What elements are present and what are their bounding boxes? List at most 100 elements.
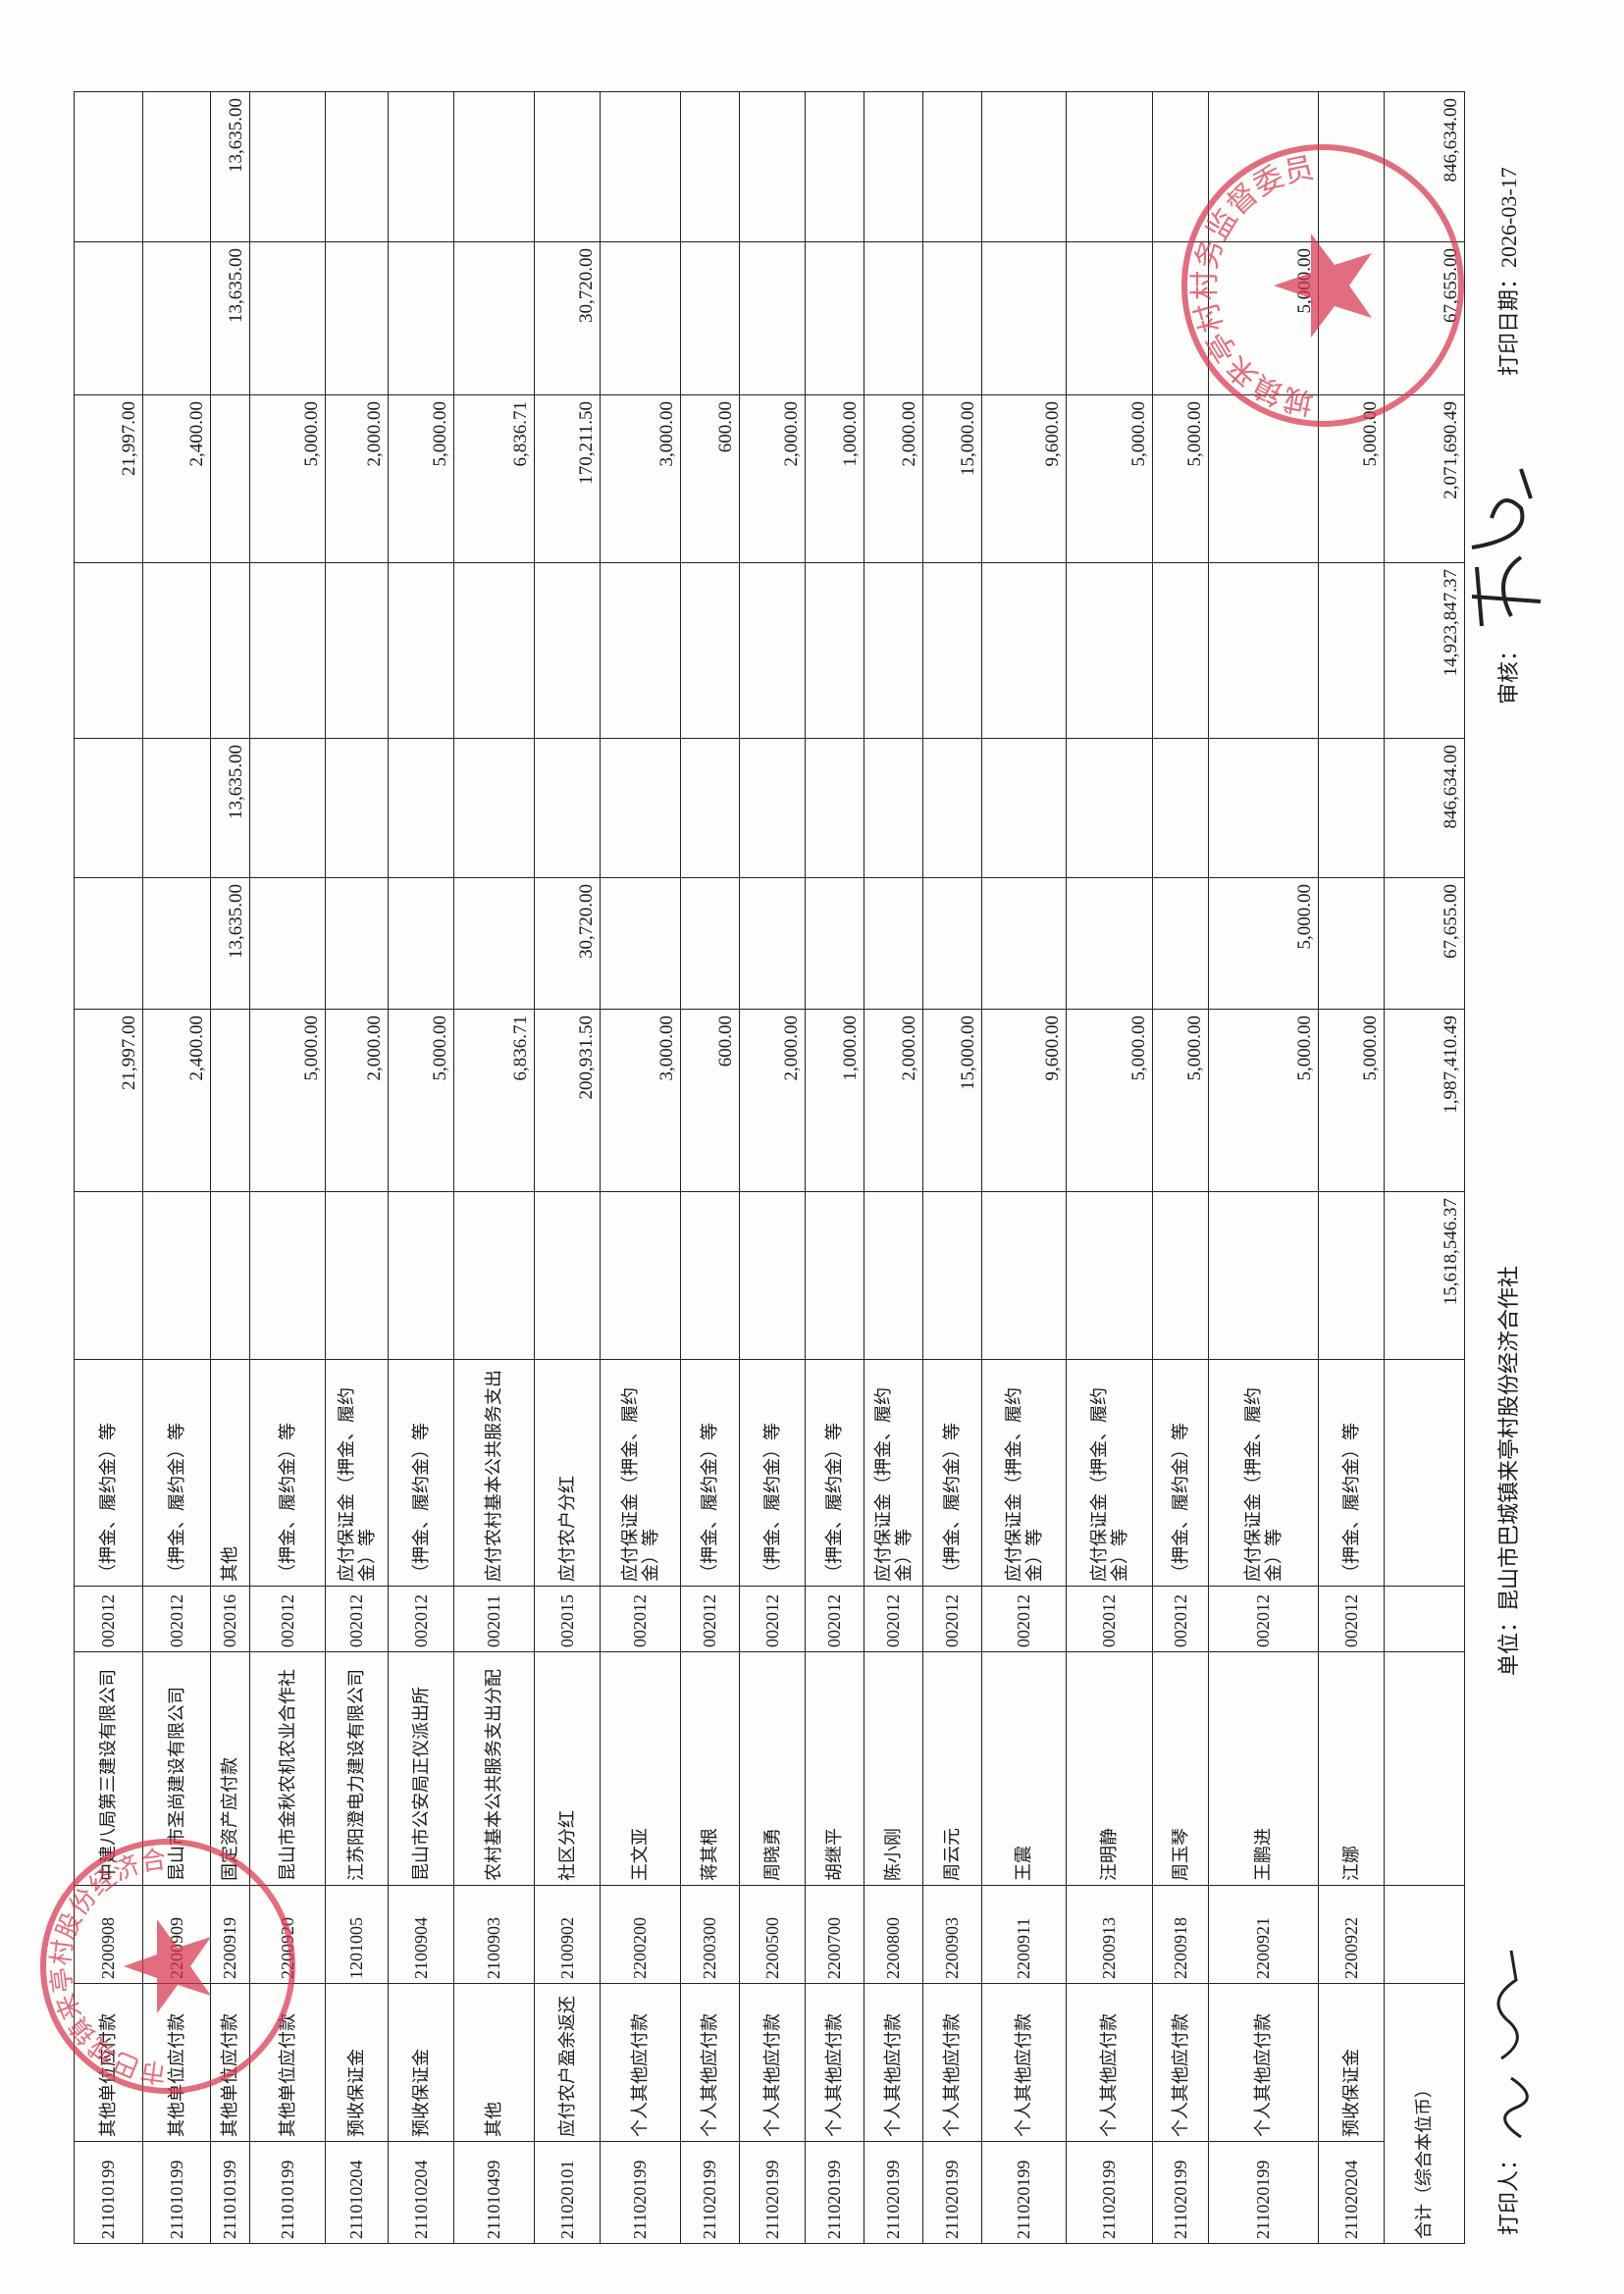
amount-cell bbox=[739, 1191, 806, 1360]
text-cell: 211020199 bbox=[922, 2141, 982, 2244]
text-cell: 2200800 bbox=[864, 1885, 923, 1984]
amount-cell bbox=[805, 91, 864, 242]
amount-cell: 5,000.00 bbox=[388, 1009, 454, 1192]
text-cell: 个人其他应付款 bbox=[1152, 1983, 1209, 2142]
text-cell: 002012 bbox=[739, 1586, 806, 1652]
text-cell: 个人其他应付款 bbox=[1066, 1983, 1153, 2142]
empty-cell bbox=[1384, 1586, 1465, 1652]
amount-cell bbox=[210, 394, 250, 563]
text-cell: 应付保证金（押金、履约金）等 bbox=[1208, 1359, 1319, 1587]
unit-label: 单位： bbox=[1496, 1610, 1521, 1676]
text-cell: 211020204 bbox=[1318, 2141, 1385, 2244]
amount-cell bbox=[249, 738, 326, 878]
amount-cell bbox=[1152, 562, 1209, 739]
text-cell: 002012 bbox=[922, 1586, 982, 1652]
amount-cell bbox=[1318, 738, 1385, 878]
text-cell: （押金、履约金）等 bbox=[922, 1359, 982, 1587]
text-cell: 2200918 bbox=[1152, 1885, 1209, 1984]
reviewer-label: 审核： bbox=[1496, 639, 1521, 704]
table-row: 211020199 个人其他应付款 2200200 王文亚 002012 应付保证金（押金… bbox=[600, 91, 681, 2244]
text-cell: 应付保证金（押金、履约金）等 bbox=[600, 1359, 681, 1587]
amount-cell: 5,000.00 bbox=[1208, 1009, 1319, 1192]
amount-cell bbox=[453, 91, 535, 242]
text-cell: 应付保证金（押金、履约金）等 bbox=[325, 1359, 389, 1587]
amount-cell: 5,000.00 bbox=[1152, 394, 1209, 563]
amount-cell bbox=[142, 738, 211, 878]
amount-cell bbox=[600, 1191, 681, 1360]
text-cell: 211010199 bbox=[210, 2141, 250, 2244]
amount-cell bbox=[1318, 241, 1385, 395]
text-cell: 002016 bbox=[210, 1586, 250, 1652]
amount-cell bbox=[981, 91, 1067, 242]
amount-cell bbox=[680, 241, 740, 395]
text-cell: 周晓勇 bbox=[739, 1651, 806, 1886]
amount-cell bbox=[1318, 562, 1385, 739]
text-cell: 002012 bbox=[805, 1586, 864, 1652]
table-row: 211010204 预收保证金 2100904 昆山市公安局正仪派出所 002012 （押… bbox=[388, 91, 454, 2244]
amount-cell bbox=[325, 877, 389, 1010]
table-row: 211020101 应付农户盈余返还 2100902 社区分红 002015 应付农户分红… bbox=[534, 91, 601, 2244]
text-cell: 其他单位应付款 bbox=[74, 1983, 143, 2142]
text-cell: 固定资产应付款 bbox=[210, 1651, 250, 1886]
amount-cell: 21,997.00 bbox=[74, 1009, 143, 1192]
amount-cell bbox=[922, 877, 982, 1010]
text-cell: 002012 bbox=[680, 1586, 740, 1652]
amount-cell: 170,211.50 bbox=[534, 394, 601, 563]
text-cell: 个人其他应付款 bbox=[680, 1983, 740, 2142]
table-row: 211020199 个人其他应付款 2200500 周晓勇 002012 （押金、履约金）… bbox=[739, 91, 806, 2244]
text-cell: （押金、履约金）等 bbox=[680, 1359, 740, 1587]
text-cell: 个人其他应付款 bbox=[739, 1983, 806, 2142]
text-cell: 应付保证金（押金、履约金）等 bbox=[981, 1359, 1067, 1587]
amount-cell: 2,000.00 bbox=[864, 1009, 923, 1192]
amount-cell bbox=[74, 91, 143, 242]
text-cell: 211010199 bbox=[249, 2141, 326, 2244]
amount-cell: 600.00 bbox=[680, 1009, 740, 1192]
amount-cell bbox=[739, 241, 806, 395]
amount-cell bbox=[981, 738, 1067, 878]
amount-cell bbox=[249, 877, 326, 1010]
text-cell: 其他单位应付款 bbox=[249, 1983, 326, 2142]
amount-cell bbox=[1318, 91, 1385, 242]
text-cell: 2200200 bbox=[600, 1885, 681, 1984]
amount-cell bbox=[1066, 738, 1153, 878]
amount-cell: 5,000.00 bbox=[249, 1009, 326, 1192]
total-amount: 846,634.00 bbox=[1384, 91, 1465, 242]
text-cell: 002012 bbox=[249, 1586, 326, 1652]
amount-cell bbox=[210, 562, 250, 739]
table-row: 211010499 其他 2100903 农村基本公共服务支出分配 002011 应付农村… bbox=[453, 91, 535, 2244]
amount-cell bbox=[249, 241, 326, 395]
text-cell: 1201005 bbox=[325, 1885, 389, 1984]
amount-cell bbox=[1152, 877, 1209, 1010]
amount-cell: 2,400.00 bbox=[142, 1009, 211, 1192]
amount-cell bbox=[1066, 241, 1153, 395]
table-row: 211020199 个人其他应付款 2200800 陈小刚 002012 应付保证金（押金… bbox=[864, 91, 923, 2244]
text-cell: 2200921 bbox=[1208, 1885, 1319, 1984]
amount-cell bbox=[805, 562, 864, 739]
amount-cell bbox=[1318, 877, 1385, 1010]
amount-cell bbox=[534, 738, 601, 878]
amount-cell: 1,000.00 bbox=[805, 394, 864, 563]
amount-cell: 15,000.00 bbox=[922, 1009, 982, 1192]
table-row: 211020199 个人其他应付款 2200918 周玉琴 002012 （押金、履约金）… bbox=[1152, 91, 1209, 2244]
total-amount: 15,618,546.37 bbox=[1384, 1191, 1465, 1360]
amount-cell bbox=[1208, 738, 1319, 878]
amount-cell: 5,000.00 bbox=[1066, 394, 1153, 563]
text-cell: 江苏阳澄电力建设有限公司 bbox=[325, 1651, 389, 1886]
amount-cell: 13,635.00 bbox=[210, 877, 250, 1010]
amount-cell bbox=[680, 562, 740, 739]
amount-cell bbox=[534, 91, 601, 242]
table-row: 211020199 个人其他应付款 2200921 王鹏进 002012 应付保证金（押金… bbox=[1208, 91, 1319, 2244]
text-cell: 002012 bbox=[388, 1586, 454, 1652]
amount-cell bbox=[680, 91, 740, 242]
amount-cell: 21,997.00 bbox=[74, 394, 143, 563]
amount-cell bbox=[1066, 1191, 1153, 1360]
text-cell: 蒋其根 bbox=[680, 1651, 740, 1886]
amount-cell bbox=[325, 1191, 389, 1360]
text-cell: 2200911 bbox=[981, 1885, 1067, 1984]
text-cell: （押金、履约金）等 bbox=[249, 1359, 326, 1587]
table-row: 211010199 其他单位应付款 2200920 昆山市金秋农机农业合作社 00201… bbox=[249, 91, 326, 2244]
amount-cell bbox=[1208, 562, 1319, 739]
amount-cell bbox=[388, 241, 454, 395]
amount-cell bbox=[739, 91, 806, 242]
